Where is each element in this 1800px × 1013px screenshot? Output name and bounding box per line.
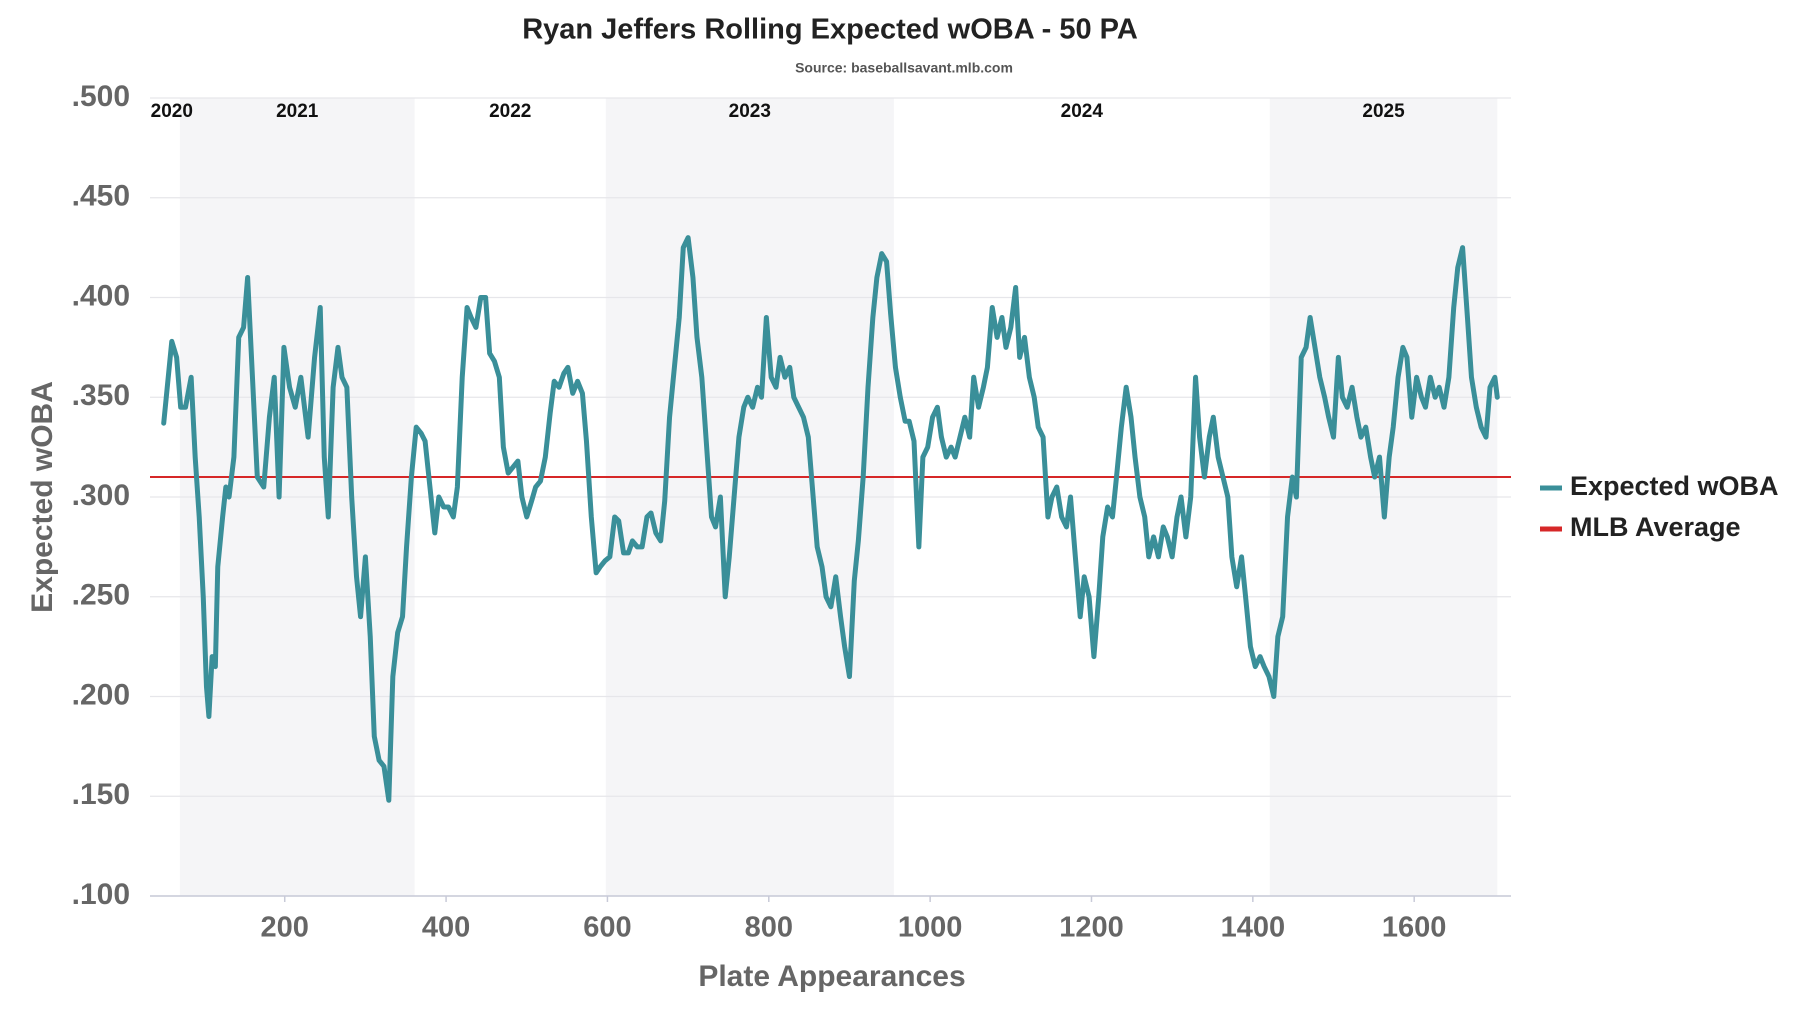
era-label: 2024 (1061, 101, 1104, 122)
legend-label: Expected wOBA (1570, 471, 1779, 501)
y-tick-label: .500 (72, 80, 130, 113)
era-label: 2025 (1362, 101, 1405, 122)
era-label: 2020 (151, 101, 193, 122)
y-axis-label: Expected wOBA (26, 381, 59, 613)
y-tick-label: .350 (72, 379, 130, 412)
chart-title: Ryan Jeffers Rolling Expected wOBA - 50 … (522, 14, 1138, 46)
era-label: 2022 (489, 101, 531, 122)
x-tick-label: 1400 (1221, 912, 1286, 944)
x-tick-label: 1000 (898, 912, 963, 944)
x-tick-label: 800 (745, 912, 793, 944)
x-tick-label: 600 (583, 912, 631, 944)
legend-label: MLB Average (1570, 512, 1741, 542)
x-tick-label: 1200 (1059, 912, 1124, 944)
era-label: 2021 (276, 101, 319, 122)
era-label: 2023 (729, 101, 771, 122)
x-tick-label: 400 (422, 912, 470, 944)
y-tick-label: .300 (72, 479, 130, 512)
x-axis-label: Plate Appearances (698, 960, 965, 993)
y-tick-label: .100 (72, 878, 130, 911)
y-tick-label: .250 (72, 579, 130, 612)
y-tick-label: .450 (72, 180, 130, 213)
x-tick-label: 1600 (1382, 912, 1447, 944)
series-line (161, 235, 1500, 803)
y-tick-label: .400 (72, 279, 130, 312)
y-tick-label: .200 (72, 678, 130, 711)
chart-subtitle: Source: baseballsavant.mlb.com (795, 60, 1013, 76)
y-tick-label: .150 (72, 778, 130, 811)
x-tick-label: 200 (261, 912, 309, 944)
